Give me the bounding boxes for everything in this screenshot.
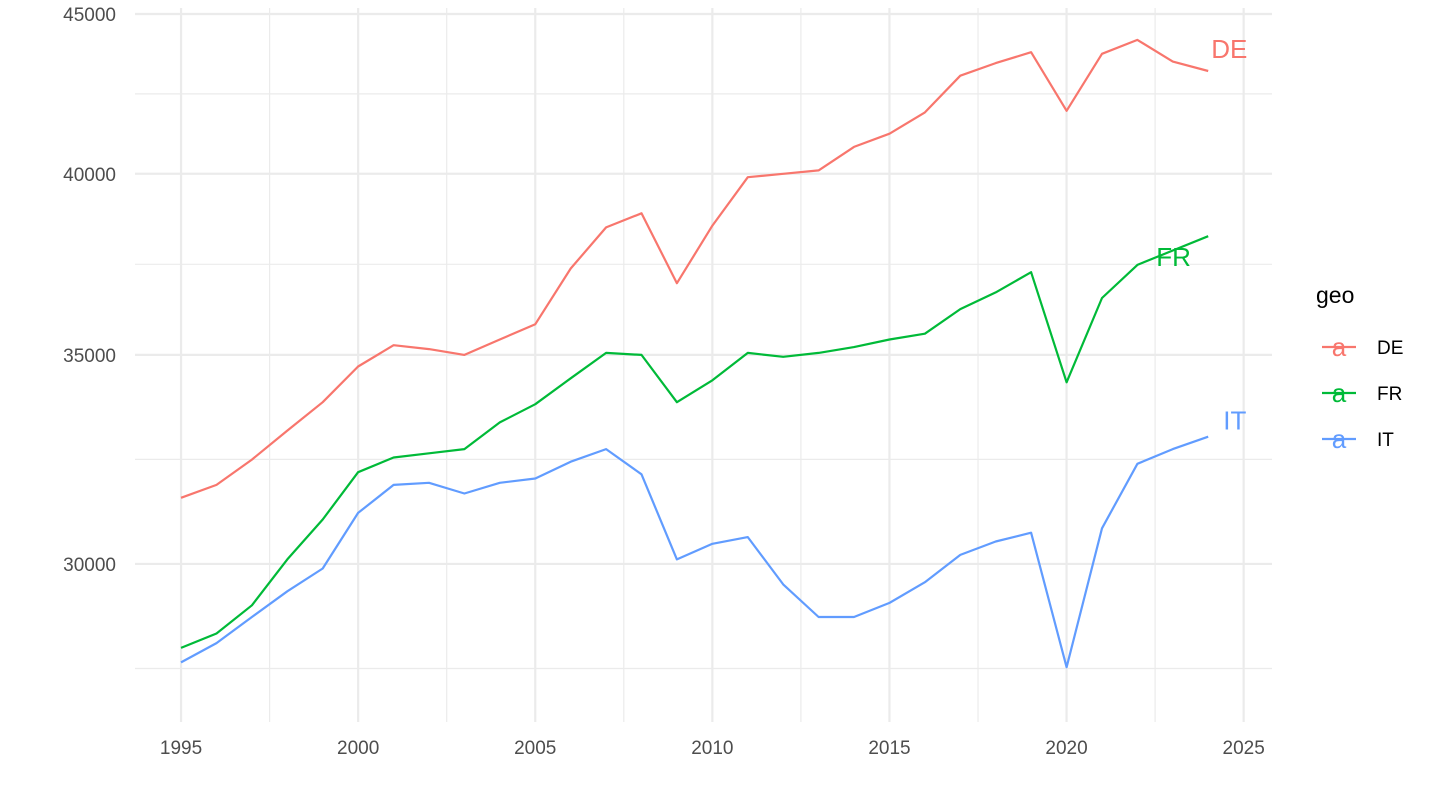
legend-items: a DE a FR a IT [1322, 332, 1403, 454]
series-line-de [180, 38, 1209, 499]
x-tick-label: 1995 [160, 738, 202, 759]
y-tick-label: 40000 [63, 165, 116, 186]
x-tick-label: 2020 [1045, 738, 1087, 759]
y-tick-label: 35000 [63, 346, 116, 367]
legend-label: IT [1377, 430, 1394, 451]
legend-key-glyph: a [1332, 424, 1347, 454]
series-lines [180, 38, 1209, 669]
legend-label: FR [1377, 384, 1402, 405]
series-line-it [180, 435, 1209, 669]
legend-key-glyph: a [1332, 378, 1347, 408]
legend: geo a DE a FR a IT [1316, 282, 1403, 454]
end-label-de: DE [1211, 34, 1247, 64]
y-tick-label: 30000 [63, 555, 116, 576]
legend-label: DE [1377, 338, 1403, 359]
legend-key-glyph: a [1332, 332, 1347, 362]
legend-title: geo [1316, 282, 1354, 308]
y-axis-tick-labels: 30000 35000 40000 45000 [63, 5, 116, 576]
x-tick-label: 2005 [514, 738, 556, 759]
series-line-fr [180, 235, 1209, 649]
major-gridlines [135, 8, 1272, 722]
x-axis-tick-labels: 1995 2000 2005 2010 2015 2020 2025 [160, 738, 1265, 759]
minor-gridlines [135, 8, 1272, 722]
x-tick-label: 2000 [337, 738, 379, 759]
end-label-fr: FR [1156, 242, 1191, 272]
x-tick-label: 2010 [691, 738, 733, 759]
legend-item-fr: a FR [1322, 378, 1402, 408]
y-tick-label: 45000 [63, 5, 116, 26]
x-tick-label: 2015 [868, 738, 910, 759]
legend-item-de: a DE [1322, 332, 1403, 362]
series-end-labels: DE FR IT [1156, 34, 1247, 436]
x-tick-label: 2025 [1223, 738, 1265, 759]
end-label-it: IT [1223, 406, 1246, 436]
legend-item-it: a IT [1322, 424, 1394, 454]
